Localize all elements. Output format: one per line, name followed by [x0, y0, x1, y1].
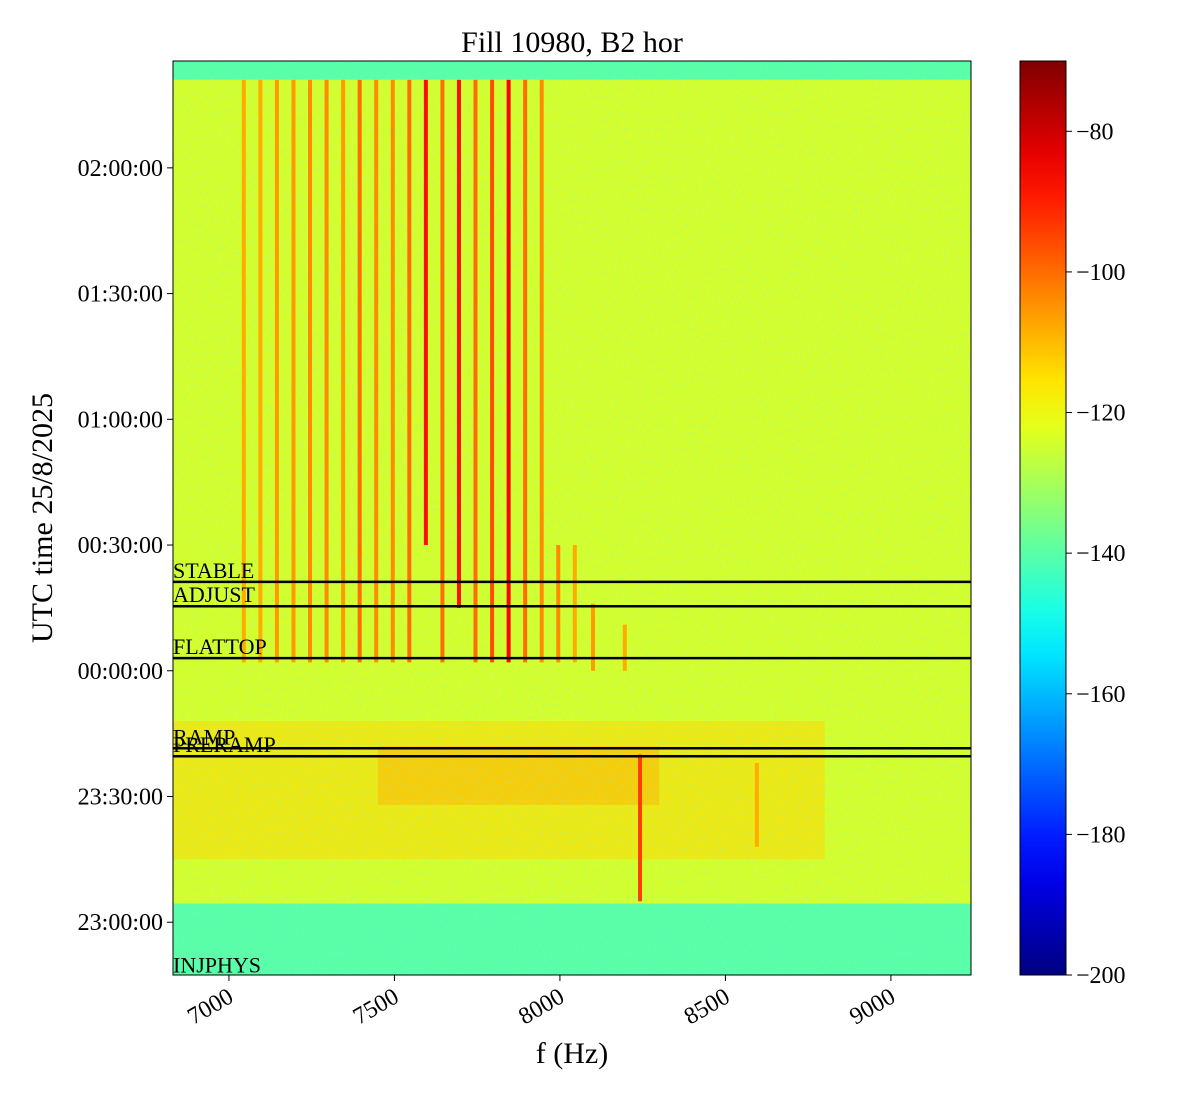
spectral-line — [638, 754, 643, 902]
y-tick-label: 00:30:00 — [78, 533, 163, 559]
event-label: PRERAMP — [173, 732, 276, 757]
colorbar-tick-label: −200 — [1076, 963, 1126, 989]
spectral-line — [341, 79, 346, 663]
event-label: FLATTOP — [173, 634, 267, 659]
colorbar — [1019, 60, 1067, 976]
spectral-line — [572, 545, 577, 663]
spectral-line — [357, 79, 362, 663]
spectral-line — [407, 79, 412, 663]
spectral-line — [591, 603, 596, 671]
y-tick-label: 02:00:00 — [78, 156, 163, 182]
spectral-line — [241, 79, 246, 663]
plot-frame — [172, 60, 972, 976]
spectral-line — [490, 79, 495, 663]
event-label: STABLE — [173, 558, 254, 583]
event-label: INJPHYS — [173, 953, 261, 978]
plot-area — [173, 61, 971, 975]
colorbar-tick-label: −140 — [1076, 541, 1126, 567]
spectral-line — [308, 79, 313, 663]
event-label: RAMP — [173, 724, 235, 749]
spectral-line — [556, 545, 561, 663]
colorbar-tick-label: −180 — [1076, 822, 1126, 848]
x-tick-label: 8500 — [680, 984, 735, 1031]
y-tick-label: 01:00:00 — [78, 407, 163, 433]
event-label: ADJUST — [173, 582, 255, 607]
y-tick-label: 23:30:00 — [78, 784, 163, 810]
y-tick-label: 23:00:00 — [78, 910, 163, 936]
spectral-line — [390, 79, 395, 663]
spectral-line — [274, 79, 279, 663]
x-tick-label: 8000 — [514, 984, 569, 1031]
spectral-line — [423, 79, 428, 546]
spectral-line — [291, 79, 296, 663]
colorbar-tick-label: −160 — [1076, 682, 1126, 708]
x-axis-label: f (Hz) — [536, 1037, 608, 1070]
x-tick-label: 7500 — [349, 984, 404, 1031]
colorbar-tick-label: −80 — [1076, 119, 1114, 145]
spectral-line — [456, 79, 461, 608]
spectral-line — [324, 79, 329, 663]
spectral-line — [374, 79, 379, 663]
spectral-line — [539, 79, 544, 663]
spectral-line — [754, 762, 759, 847]
y-tick-label: 01:30:00 — [78, 282, 163, 308]
colorbar-tick-label: −120 — [1076, 401, 1126, 427]
spectral-line — [440, 79, 445, 663]
noise-texture — [173, 61, 971, 975]
y-axis-label: UTC time 25/8/2025 — [26, 393, 59, 643]
x-tick-label: 7000 — [183, 984, 238, 1031]
spectral-line — [473, 79, 478, 663]
y-tick-label: 00:00:00 — [78, 659, 163, 685]
spectral-line — [523, 79, 528, 663]
spectral-line — [506, 79, 511, 663]
spectral-line — [622, 624, 627, 671]
colorbar-tick-label: −100 — [1076, 260, 1126, 286]
chart-title: Fill 10980, B2 hor — [461, 26, 683, 59]
x-tick-label: 9000 — [845, 984, 900, 1031]
spectral-line — [258, 79, 263, 663]
